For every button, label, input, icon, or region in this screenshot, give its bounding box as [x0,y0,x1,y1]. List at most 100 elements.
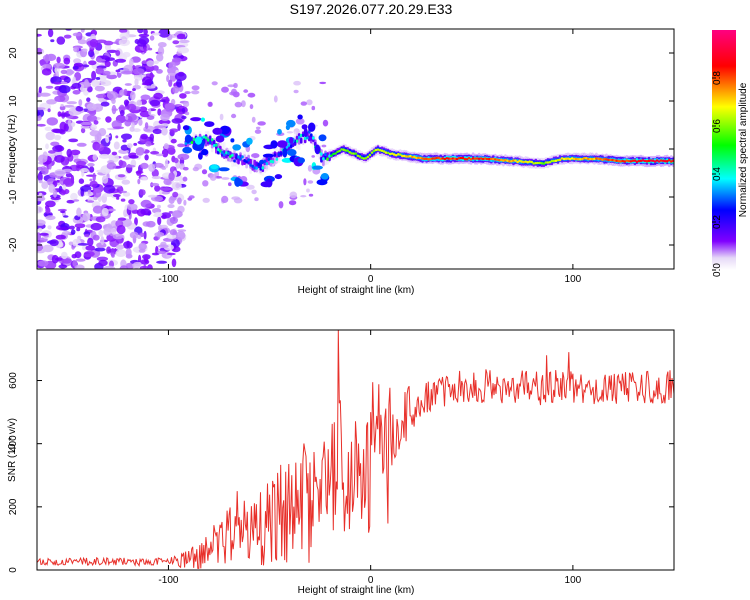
ridge-cell [548,161,552,164]
ridge-cell [229,154,232,159]
noise-blob [156,69,163,74]
noise-blob [55,234,66,240]
ridge-cell [467,156,471,160]
noise-blob [86,97,91,102]
y-tick-label: 10 [8,95,19,107]
spectrogram-y-label: Frequency (Hz) [7,115,18,184]
noise-blob [131,122,135,129]
ridge-cell [629,160,633,163]
noise-blob [38,179,43,184]
noise-blob [160,113,170,122]
ridge-cell [346,149,349,152]
noise-blob [129,58,134,68]
ridge-blob [218,167,230,172]
noise-blob [157,108,162,116]
ridge-cell [344,149,347,152]
noise-blob [105,116,112,123]
ridge-blob [282,147,288,158]
ridge-blob [318,134,327,142]
x-tick-label: 100 [565,274,582,285]
ridge-cell [643,159,647,163]
ridge-cell [463,157,467,161]
ridge-cell [212,144,216,148]
noise-blob [63,104,75,108]
noise-blob [157,244,169,248]
ridge-cell [202,135,206,139]
chart-title: S197.2026.077.20.29.E33 [290,1,453,17]
ridge-cell [601,158,604,161]
y-tick-label: 20 [8,47,19,59]
noise-blob [38,86,42,94]
noise-blob [300,195,307,198]
ridge-cell [269,159,273,163]
ridge-cell [439,157,442,161]
noise-blob [300,101,307,106]
noise-blob [37,206,44,214]
noise-blob [106,91,119,100]
ridge-cell [615,159,618,162]
ridge-cell [219,149,222,153]
noise-blob [82,48,88,52]
ridge-cell [593,157,596,161]
noise-blob [119,32,130,40]
noise-blob [164,159,169,169]
noise-blob [178,39,190,44]
noise-blob [289,191,298,199]
ridge-cell [417,156,420,159]
noise-blob [166,74,170,83]
noise-blob [113,194,121,198]
ridge-cell [204,136,208,140]
noise-blob [158,119,171,125]
noise-blob [76,160,87,167]
noise-blob [293,89,299,94]
noise-blob [73,199,80,202]
noise-blob [308,193,314,197]
ridge-cell [570,157,574,160]
ridge-cell [306,136,309,140]
noise-blob [251,116,256,123]
noise-blob [73,46,80,53]
noise-blob [154,185,161,192]
noise-blob [71,82,82,89]
noise-blob [202,180,209,187]
noise-blob [106,74,118,80]
ridge-cell [386,151,390,155]
ridge-cell [544,161,548,164]
ridge-cell [465,158,469,161]
noise-blob [99,153,110,159]
noise-blob [154,232,165,237]
ridge-cell [397,153,400,156]
noise-blob [138,248,146,253]
ridge-cell [453,157,457,160]
ridge-cell [324,152,327,157]
noise-blob [172,40,180,45]
noise-blob [135,147,145,156]
ridge-blob [277,128,282,135]
ridge-cell [651,159,655,162]
ridge-cell [297,135,301,140]
noise-blob [111,253,115,258]
noise-blob [75,106,84,112]
ridge-cell [524,160,527,163]
ridge-cell [340,148,343,151]
noise-blob [157,46,165,56]
noise-blob [45,200,56,208]
noise-blob [146,220,156,228]
ridge-cell [223,153,226,157]
ridge-cell [261,166,265,170]
noise-blob [254,129,262,134]
noise-blob [181,115,187,120]
noise-blob [71,155,79,159]
ridge-cell [587,157,590,161]
snr-series-line [37,330,674,569]
ridge-cell [655,159,659,162]
noise-blob [61,188,70,195]
ridge-cell [409,154,412,158]
ridge-cell [572,157,576,161]
noise-blob [161,127,168,136]
ridge-cell [279,151,283,156]
ridge-cell [192,137,196,141]
ridge-cell [627,159,631,163]
ridge-cell [206,138,210,142]
